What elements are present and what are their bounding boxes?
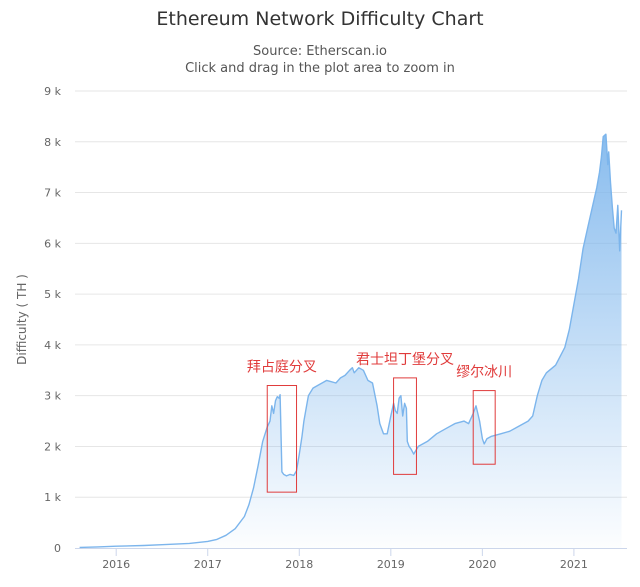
x-tick-label: 2021 [560, 558, 588, 571]
annotation-label-2: 君士坦丁堡分叉 [356, 352, 454, 368]
y-tick-label: 4 k [44, 339, 61, 352]
annotation-box-3 [472, 390, 496, 465]
y-tick-label: 3 k [44, 390, 61, 403]
chart-title: Ethereum Network Difficulty Chart [156, 8, 484, 30]
y-axis-title: Difficulty ( TH ) [15, 274, 29, 365]
y-tick-label: 6 k [44, 237, 61, 250]
y-tick-label: 0 [54, 542, 61, 555]
y-tick-label: 8 k [44, 136, 61, 149]
annotation-label-1: 拜占庭分叉 [247, 359, 317, 376]
x-tick-label: 2018 [285, 558, 313, 571]
difficulty-area [79, 134, 622, 548]
y-tick-label: 9 k [44, 85, 61, 98]
difficulty-line [79, 133, 623, 549]
y-tick-label: 5 k [44, 288, 61, 301]
x-tick-label: 2020 [468, 558, 496, 571]
annotation-box-2 [393, 377, 417, 475]
x-tick-label: 2016 [102, 558, 130, 571]
chart-subtitle-source: Source: Etherscan.io [253, 44, 387, 59]
x-tick-label: 2017 [194, 558, 222, 571]
x-tick-label: 2019 [377, 558, 405, 571]
y-tick-label: 2 k [44, 440, 61, 453]
chart-subtitle-zoom-hint: Click and drag in the plot area to zoom … [185, 61, 455, 76]
y-tick-label: 1 k [44, 491, 61, 504]
annotation-label-3: 缪尔冰川 [456, 365, 512, 381]
y-tick-label: 7 k [44, 187, 61, 200]
annotation-box-1 [266, 385, 298, 493]
